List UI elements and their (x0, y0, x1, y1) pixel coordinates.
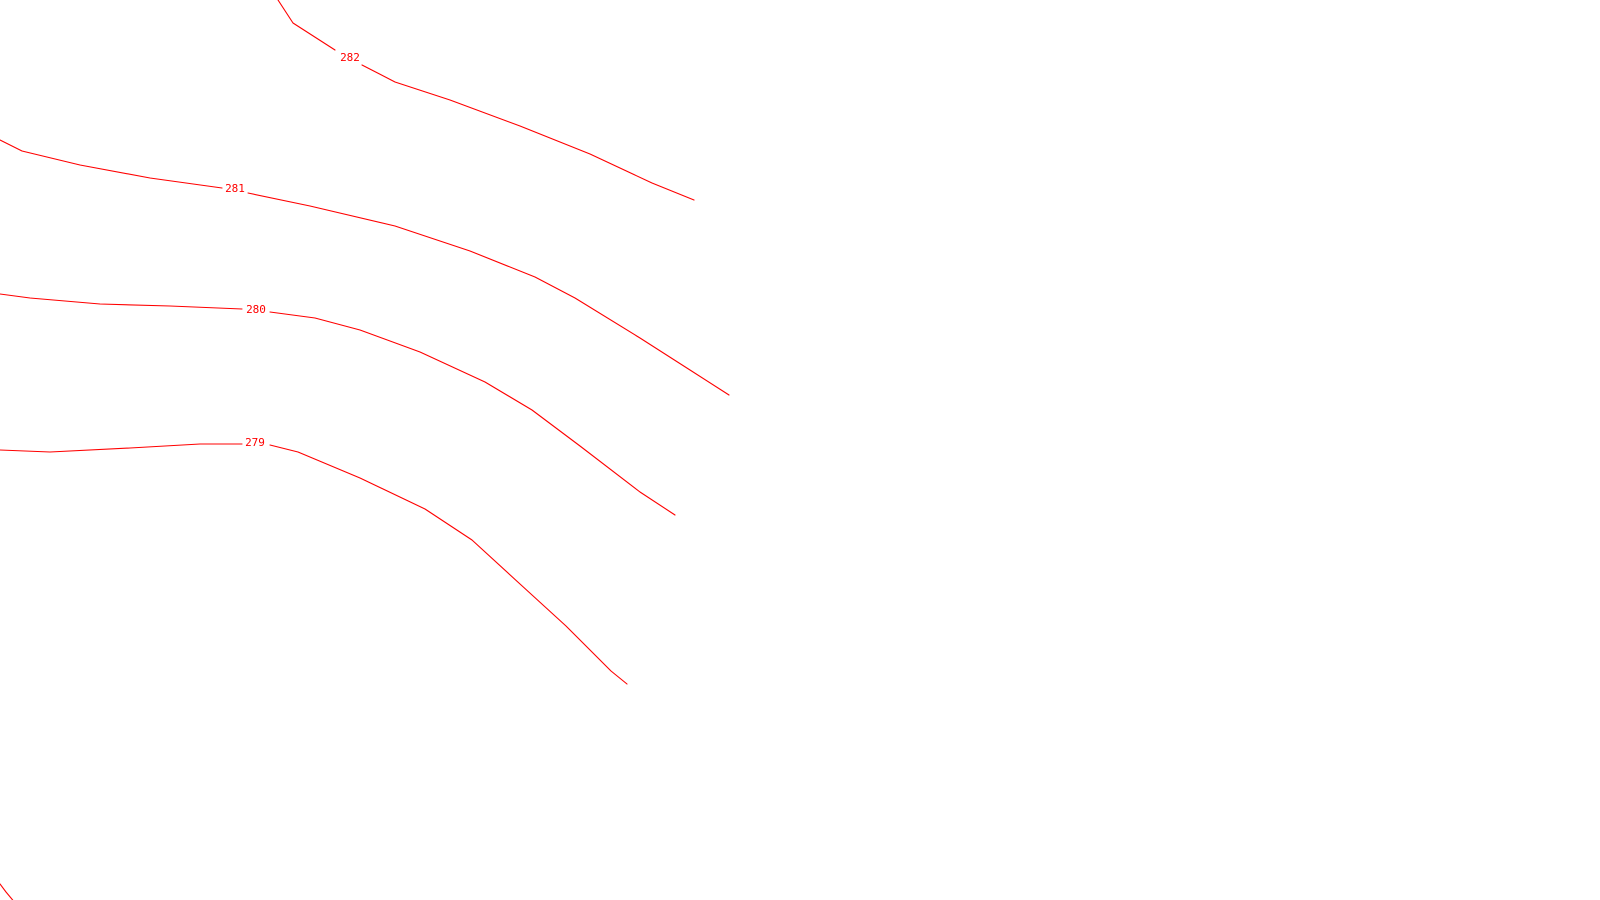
contour-line-282 (361, 64, 695, 201)
contour-label-279: 279 (245, 436, 265, 449)
contour-line-279 (0, 443, 243, 453)
contour-label-280: 280 (246, 303, 266, 316)
contour-label-281: 281 (225, 182, 245, 195)
contour-line-279 (269, 444, 628, 685)
contour-line-280 (0, 293, 243, 310)
contour-line-281 (0, 139, 223, 189)
contour-label-282: 282 (340, 51, 360, 64)
contour-line-282 (277, 0, 336, 51)
contour-line-280 (269, 311, 676, 516)
contour-line-corner (0, 883, 14, 900)
contour-line-281 (247, 192, 730, 396)
